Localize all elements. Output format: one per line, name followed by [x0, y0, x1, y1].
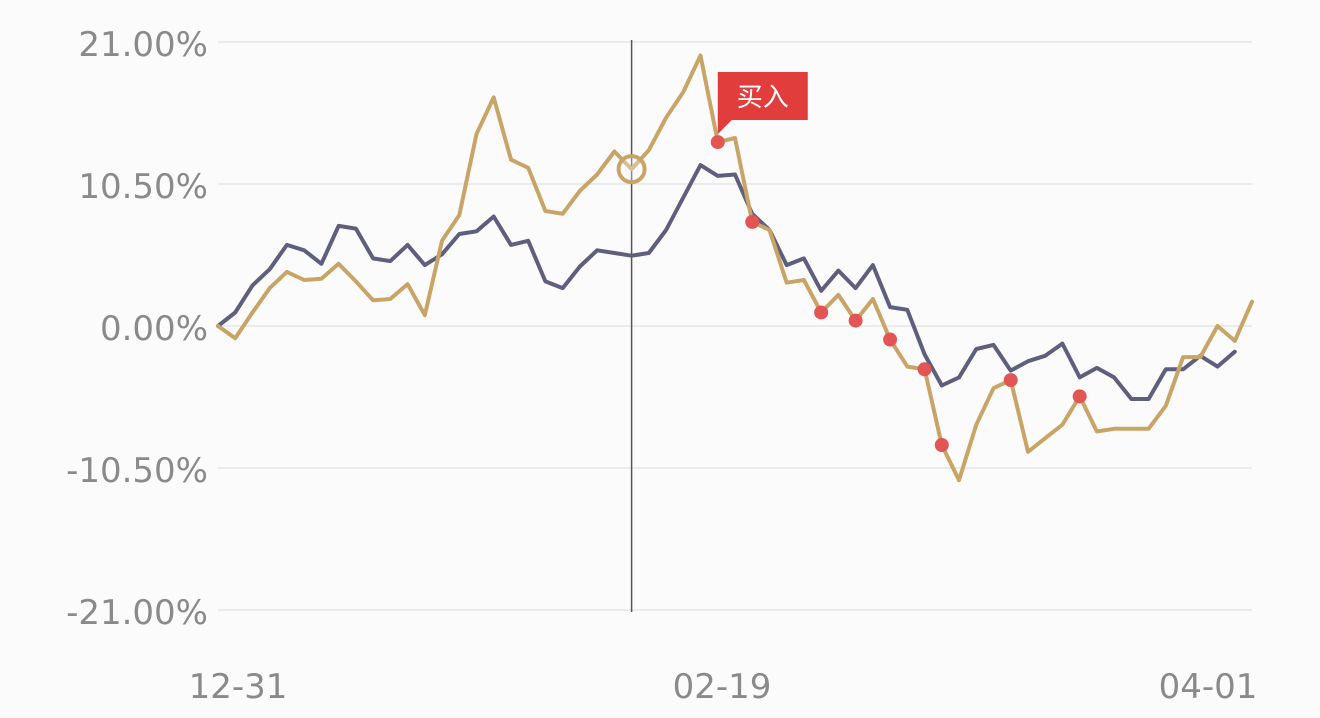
buy-point-marker: [814, 305, 829, 320]
y-tick-label: -21.00%: [66, 593, 208, 633]
x-tick-label: 12-31: [189, 667, 288, 707]
x-tick-label: 04-01: [1159, 667, 1258, 707]
y-tick-label: 21.00%: [78, 25, 208, 65]
y-axis-labels: 21.00% 10.50% 0.00% -10.50% -21.00%: [66, 25, 208, 633]
buy-point-marker: [1003, 373, 1018, 388]
buy-point-marker: [848, 313, 863, 328]
x-tick-label: 02-19: [673, 667, 772, 707]
crosshair-point-marker: [616, 154, 647, 185]
buy-point-marker: [710, 135, 725, 150]
y-tick-label: 10.50%: [78, 167, 208, 207]
series-line-navy: [216, 163, 1237, 401]
buy-tag-shape: [717, 72, 808, 135]
x-axis-labels: 12-31 02-19 04-01: [189, 667, 1258, 707]
buy-point-marker: [883, 332, 898, 347]
y-tick-label: -10.50%: [66, 451, 208, 491]
buy-tag: 买入: [717, 72, 808, 135]
buy-point-marker: [917, 362, 932, 377]
buy-point-marker: [1072, 389, 1087, 404]
buy-markers: [710, 135, 1087, 453]
buy-point-marker: [934, 438, 949, 453]
y-tick-label: 0.00%: [100, 309, 208, 349]
buy-point-marker: [745, 214, 760, 229]
gridlines: [218, 41, 1252, 611]
buy-tag-label: 买入: [737, 83, 789, 113]
